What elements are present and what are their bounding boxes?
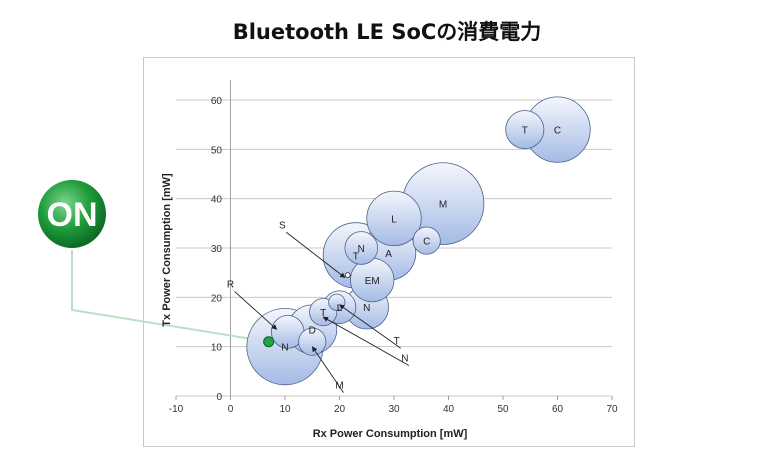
x-tick-label: 70 <box>606 404 618 415</box>
leader-layer <box>71 250 269 343</box>
annotation-label: S <box>279 220 286 231</box>
logo-leader-line <box>71 250 269 343</box>
x-axis-title: Rx Power Consumption [mW] <box>313 428 468 440</box>
bubble-label: N <box>281 343 288 354</box>
page-title: Bluetooth LE SoCの消費電力 <box>232 20 542 44</box>
bubble-label: N <box>358 244 365 255</box>
x-tick-label: 20 <box>334 404 346 415</box>
bubble-label: T <box>320 308 326 319</box>
logo-text: ON <box>47 196 98 234</box>
bubble-label: D <box>309 325 316 336</box>
annotation-label: R <box>227 279 234 290</box>
bubble <box>366 190 422 247</box>
annotation-arrow <box>322 316 410 366</box>
annotation-arrow <box>234 291 278 330</box>
x-tick-label: 50 <box>497 404 509 415</box>
on-logo-icon: ON <box>38 180 106 248</box>
highlight-marker <box>263 336 275 348</box>
bubble-label: C <box>554 126 561 137</box>
annotation-point <box>344 272 351 279</box>
logo-circle <box>38 180 106 248</box>
x-tick-label: 60 <box>552 404 564 415</box>
bubble-label: T <box>522 126 528 137</box>
x-tick-label: 30 <box>388 404 400 415</box>
on-semiconductor-logo: ON <box>36 178 108 254</box>
bubble-label: C <box>423 237 430 248</box>
bubble-label: A <box>385 249 392 260</box>
y-axis-title: Tx Power Consumption [mW] <box>161 173 173 327</box>
annotation-arrow <box>285 231 346 278</box>
y-tick-label: 30 <box>211 244 223 255</box>
y-tick-label: 40 <box>211 195 223 206</box>
x-tick-label: 0 <box>228 404 234 415</box>
bubble <box>298 327 327 356</box>
y-tick-label: 60 <box>211 96 223 107</box>
annotation-label: M <box>335 381 343 392</box>
y-tick-label: 20 <box>211 293 223 304</box>
y-tick-label: 10 <box>211 343 223 354</box>
y-tick-label: 0 <box>216 392 222 403</box>
annotation-arrow <box>339 304 401 349</box>
annotation-label: T <box>394 336 400 347</box>
bubble <box>344 231 379 265</box>
bubble-label: M <box>439 200 447 211</box>
bubble <box>505 110 545 150</box>
annotation-label: N <box>401 353 408 364</box>
x-tick-label: 40 <box>443 404 455 415</box>
annotation-arrow <box>311 346 344 393</box>
bubble-label: T <box>353 251 359 262</box>
y-tick-label: 50 <box>211 145 223 156</box>
x-tick-label: -10 <box>169 404 184 415</box>
axis-layer: 0 10 20 30 40 50 60 -10 0 10 20 30 40 50 60 70 <box>169 80 618 415</box>
bubble <box>412 226 441 255</box>
x-tick-label: 10 <box>279 404 291 415</box>
bubble-label: EM <box>365 276 380 287</box>
bubble-label: L <box>391 214 397 225</box>
bubble-label: N <box>363 303 370 314</box>
